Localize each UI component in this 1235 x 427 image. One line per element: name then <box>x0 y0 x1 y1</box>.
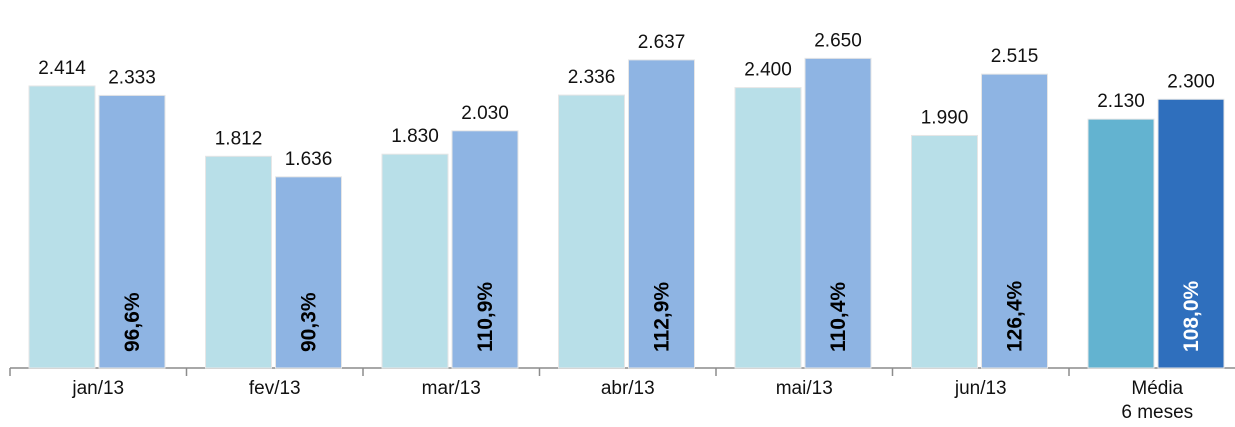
bar-series1-6 <box>1087 118 1155 369</box>
x-tick-label-1: fev/13 <box>249 378 301 399</box>
bar-series2-2 <box>451 130 519 369</box>
ratio-label-6: 108,0% <box>1180 280 1203 352</box>
x-tick-label-6-line1: Média <box>1131 378 1183 399</box>
x-tick-label-6-line2: 6 meses <box>1121 402 1193 423</box>
bar-series2-4 <box>804 57 872 369</box>
x-tick-label-3: abr/13 <box>601 378 655 399</box>
x-tick-label-5: jun/13 <box>954 378 1007 399</box>
x-tick-label-0: jan/13 <box>71 378 124 399</box>
x-tick-label-2: mar/13 <box>422 378 481 399</box>
ratio-label-4: 110,4% <box>827 282 850 352</box>
data-label-series1-6: 2.130 <box>1097 91 1145 112</box>
data-label-series1-2: 1.830 <box>391 126 439 147</box>
data-label-series2-5: 2.515 <box>991 46 1039 67</box>
data-label-series1-4: 2.400 <box>744 60 792 81</box>
data-label-series2-4: 2.650 <box>814 30 862 51</box>
bar-series2-3 <box>628 59 695 369</box>
bar-series1-2 <box>381 153 449 369</box>
data-label-series2-3: 2.637 <box>638 32 686 53</box>
data-label-series1-0: 2.414 <box>38 58 86 79</box>
ratio-label-1: 90,3% <box>298 292 321 352</box>
bar-series2-6 <box>1157 98 1225 369</box>
data-label-series1-5: 1.990 <box>921 107 969 128</box>
data-label-series2-1: 1.636 <box>285 149 333 170</box>
ratio-label-5: 126,4% <box>1004 280 1027 352</box>
bar-series2-5 <box>981 73 1048 369</box>
bar-series1-3 <box>558 94 625 369</box>
bar-series2-1 <box>275 176 342 369</box>
bar-series2-0 <box>98 94 166 369</box>
x-tick-label-4: mai/13 <box>776 378 833 399</box>
data-label-series1-1: 1.812 <box>215 128 263 149</box>
data-label-series1-3: 2.336 <box>568 67 616 88</box>
data-label-series2-2: 2.030 <box>461 103 509 124</box>
ratio-label-3: 112,9% <box>651 282 674 352</box>
ratio-label-0: 96,6% <box>121 292 144 352</box>
ratio-label-2: 110,9% <box>474 282 497 352</box>
data-label-series2-6: 2.300 <box>1167 71 1215 92</box>
bar-series1-1 <box>205 155 272 369</box>
bar-series1-0 <box>28 85 96 369</box>
bar-series1-4 <box>734 87 802 369</box>
bar-series1-5 <box>911 134 978 369</box>
data-label-series2-0: 2.333 <box>108 67 156 88</box>
